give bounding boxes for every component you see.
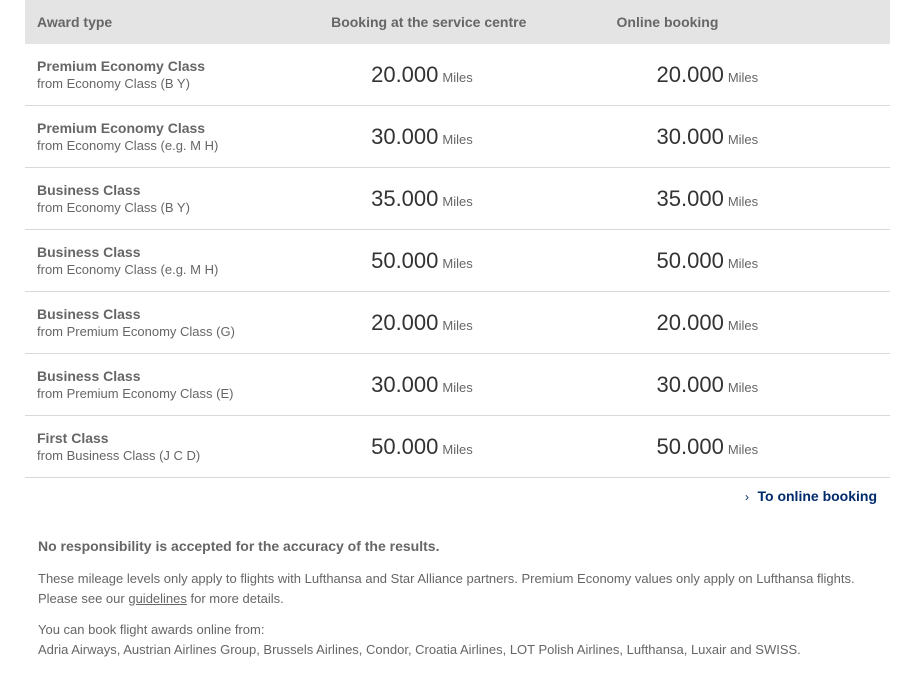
service-centre-cell: 50.000 Miles: [319, 416, 604, 478]
award-type-cell: Premium Economy Class from Economy Class …: [25, 44, 319, 106]
footer-para4-text: Adria Airways, Austrian Airlines Group, …: [38, 642, 801, 657]
service-centre-cell: 20.000 Miles: [319, 44, 604, 106]
miles-unit: Miles: [442, 380, 472, 395]
online-booking-link[interactable]: To online booking: [758, 488, 878, 504]
miles-unit: Miles: [728, 380, 758, 395]
table-row: Business Class from Economy Class (B Y) 35…: [25, 168, 890, 230]
col-service-centre: Booking at the service centre: [319, 0, 604, 44]
award-title: Premium Economy Class: [37, 120, 307, 136]
miles-value: 30.000: [371, 372, 438, 397]
miles-unit: Miles: [728, 132, 758, 147]
table-row: Business Class from Premium Economy Class…: [25, 354, 890, 416]
online-booking-cell: 20.000 Miles: [605, 292, 890, 354]
award-subtitle: from Economy Class (B Y): [37, 200, 307, 215]
award-title: Business Class: [37, 368, 307, 384]
miles-unit: Miles: [442, 442, 472, 457]
award-type-cell: Business Class from Premium Economy Class…: [25, 292, 319, 354]
miles-unit: Miles: [442, 132, 472, 147]
service-centre-cell: 20.000 Miles: [319, 292, 604, 354]
table-row: Premium Economy Class from Economy Class …: [25, 106, 890, 168]
miles-unit: Miles: [728, 256, 758, 271]
miles-unit: Miles: [442, 70, 472, 85]
service-centre-cell: 50.000 Miles: [319, 230, 604, 292]
miles-unit: Miles: [442, 318, 472, 333]
online-booking-cell: 50.000 Miles: [605, 416, 890, 478]
table-row: First Class from Business Class (J C D) 50…: [25, 416, 890, 478]
award-type-cell: Business Class from Economy Class (e.g. M…: [25, 230, 319, 292]
award-title: Business Class: [37, 306, 307, 322]
online-booking-cell: 30.000 Miles: [605, 354, 890, 416]
miles-unit: Miles: [728, 194, 758, 209]
footer-para1-text: These mileage levels only apply to fligh…: [38, 571, 855, 586]
table-header-row: Award type Booking at the service centre…: [25, 0, 890, 44]
footer-paragraph-1: These mileage levels only apply to fligh…: [38, 569, 877, 608]
table-row: Business Class from Premium Economy Class…: [25, 292, 890, 354]
miles-unit: Miles: [442, 256, 472, 271]
miles-value: 30.000: [657, 372, 724, 397]
miles-value: 50.000: [371, 248, 438, 273]
table-row: Business Class from Economy Class (e.g. M…: [25, 230, 890, 292]
award-subtitle: from Business Class (J C D): [37, 448, 307, 463]
miles-unit: Miles: [442, 194, 472, 209]
award-type-cell: Business Class from Premium Economy Class…: [25, 354, 319, 416]
miles-unit: Miles: [728, 318, 758, 333]
miles-value: 20.000: [371, 310, 438, 335]
guidelines-link[interactable]: guidelines: [128, 591, 187, 606]
award-title: Premium Economy Class: [37, 58, 307, 74]
award-type-cell: Premium Economy Class from Economy Class …: [25, 106, 319, 168]
award-subtitle: from Economy Class (B Y): [37, 76, 307, 91]
footer-paragraph-2: You can book flight awards online from: …: [38, 620, 877, 659]
col-award-type: Award type: [25, 0, 319, 44]
footer: No responsibility is accepted for the ac…: [0, 506, 915, 691]
miles-value: 50.000: [657, 248, 724, 273]
chevron-right-icon: ›: [745, 490, 749, 504]
online-booking-link-row: › To online booking: [0, 478, 915, 506]
miles-unit: Miles: [728, 442, 758, 457]
footer-para2-suffix: for more details.: [187, 591, 284, 606]
service-centre-cell: 35.000 Miles: [319, 168, 604, 230]
miles-value: 50.000: [657, 434, 724, 459]
miles-value: 35.000: [371, 186, 438, 211]
online-booking-cell: 35.000 Miles: [605, 168, 890, 230]
award-title: Business Class: [37, 182, 307, 198]
service-centre-cell: 30.000 Miles: [319, 106, 604, 168]
service-centre-cell: 30.000 Miles: [319, 354, 604, 416]
miles-value: 20.000: [371, 62, 438, 87]
miles-unit: Miles: [728, 70, 758, 85]
miles-value: 20.000: [657, 62, 724, 87]
online-booking-cell: 20.000 Miles: [605, 44, 890, 106]
online-booking-cell: 50.000 Miles: [605, 230, 890, 292]
miles-value: 30.000: [371, 124, 438, 149]
disclaimer-text: No responsibility is accepted for the ac…: [38, 536, 877, 557]
award-table: Award type Booking at the service centre…: [25, 0, 890, 478]
award-title: Business Class: [37, 244, 307, 260]
miles-value: 35.000: [657, 186, 724, 211]
miles-value: 50.000: [371, 434, 438, 459]
award-table-container: Award type Booking at the service centre…: [0, 0, 915, 478]
footer-para2-prefix: Please see our: [38, 591, 128, 606]
online-booking-cell: 30.000 Miles: [605, 106, 890, 168]
footer-para3-text: You can book flight awards online from:: [38, 622, 264, 637]
award-subtitle: from Premium Economy Class (E): [37, 386, 307, 401]
award-subtitle: from Premium Economy Class (G): [37, 324, 307, 339]
miles-value: 30.000: [657, 124, 724, 149]
award-type-cell: First Class from Business Class (J C D): [25, 416, 319, 478]
miles-value: 20.000: [657, 310, 724, 335]
award-subtitle: from Economy Class (e.g. M H): [37, 138, 307, 153]
award-title: First Class: [37, 430, 307, 446]
award-type-cell: Business Class from Economy Class (B Y): [25, 168, 319, 230]
col-online-booking: Online booking: [605, 0, 890, 44]
award-subtitle: from Economy Class (e.g. M H): [37, 262, 307, 277]
table-row: Premium Economy Class from Economy Class …: [25, 44, 890, 106]
